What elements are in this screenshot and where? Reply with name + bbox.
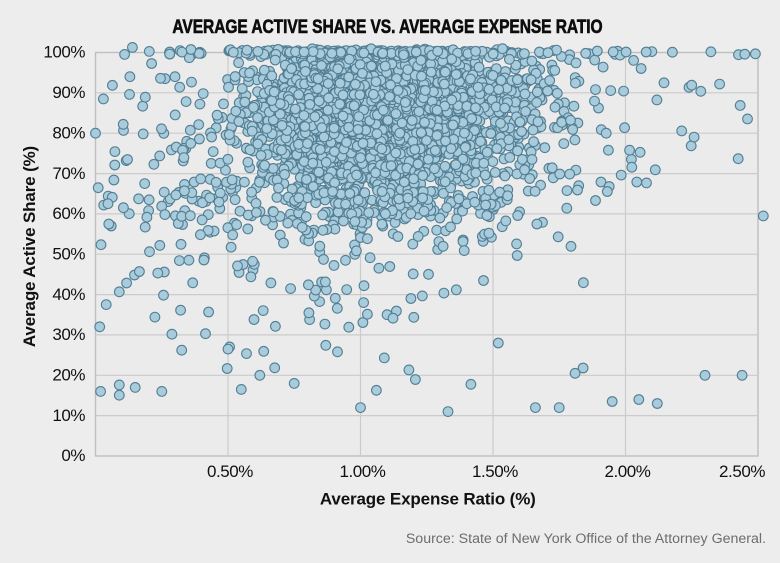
svg-text:70%: 70% — [52, 164, 85, 183]
svg-text:60%: 60% — [52, 204, 85, 223]
svg-text:0%: 0% — [61, 446, 85, 465]
svg-text:2.50%: 2.50% — [719, 462, 765, 481]
svg-text:40%: 40% — [52, 285, 85, 304]
svg-text:50%: 50% — [52, 244, 85, 263]
svg-text:80%: 80% — [52, 123, 85, 142]
svg-text:10%: 10% — [52, 406, 85, 425]
svg-text:AVERAGE ACTIVE SHARE VS. AVERA: AVERAGE ACTIVE SHARE VS. AVERAGE EXPENSE… — [172, 16, 602, 38]
svg-text:Average Active Share (%): Average Active Share (%) — [20, 146, 39, 347]
svg-text:90%: 90% — [52, 83, 85, 102]
svg-text:Average Expense Ratio (%): Average Expense Ratio (%) — [320, 489, 536, 508]
svg-text:100%: 100% — [43, 43, 85, 62]
svg-text:2.00%: 2.00% — [605, 462, 651, 481]
svg-text:Source: State of New York Offi: Source: State of New York Office of the … — [406, 531, 766, 547]
svg-text:0.50%: 0.50% — [207, 462, 253, 481]
svg-text:1.00%: 1.00% — [340, 462, 386, 481]
svg-text:20%: 20% — [52, 366, 85, 385]
svg-text:30%: 30% — [52, 325, 85, 344]
svg-text:1.50%: 1.50% — [472, 462, 518, 481]
